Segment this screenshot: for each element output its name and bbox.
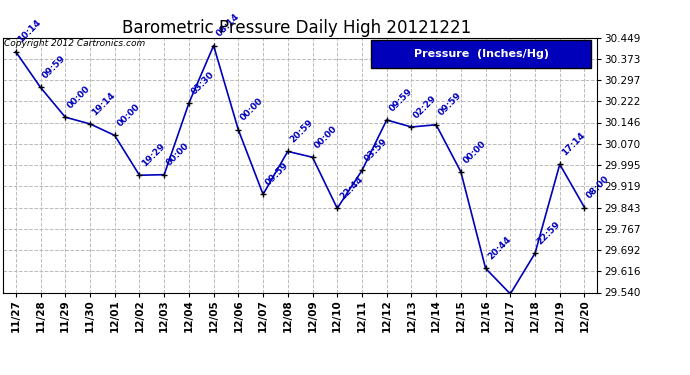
Text: 00:00: 00:00 (66, 84, 92, 110)
Text: 03:30: 03:30 (190, 70, 216, 96)
Text: 22:59: 22:59 (535, 220, 562, 246)
Text: 03:59: 03:59 (362, 137, 389, 164)
Text: 22:59: 22:59 (0, 374, 1, 375)
Text: 19:14: 19:14 (90, 90, 117, 117)
Text: 09:59: 09:59 (264, 160, 290, 188)
Text: 00:00: 00:00 (313, 124, 339, 150)
Text: Copyright 2012 Cartronics.com: Copyright 2012 Cartronics.com (4, 39, 146, 48)
Text: 17:14: 17:14 (560, 130, 587, 158)
Text: 09:59: 09:59 (387, 86, 414, 113)
Text: 00:00: 00:00 (239, 97, 265, 123)
Text: 00:00: 00:00 (115, 102, 141, 129)
Text: 08:14: 08:14 (214, 12, 241, 39)
Text: 22:44: 22:44 (338, 175, 364, 201)
Text: 00:00: 00:00 (462, 139, 488, 165)
Text: 10:14: 10:14 (17, 18, 43, 45)
Text: 09:59: 09:59 (41, 54, 68, 81)
Text: 09:59: 09:59 (437, 91, 464, 118)
FancyBboxPatch shape (371, 40, 591, 68)
Text: Barometric Pressure Daily High 20121221: Barometric Pressure Daily High 20121221 (122, 19, 471, 37)
Text: 20:59: 20:59 (288, 118, 315, 144)
Text: 02:29: 02:29 (412, 93, 439, 120)
Text: 08:00: 08:00 (585, 174, 611, 201)
Text: 20:44: 20:44 (486, 235, 513, 261)
Text: 00:00: 00:00 (165, 141, 191, 168)
Text: 19:29: 19:29 (140, 141, 167, 168)
Text: Pressure  (Inches/Hg): Pressure (Inches/Hg) (413, 49, 549, 59)
